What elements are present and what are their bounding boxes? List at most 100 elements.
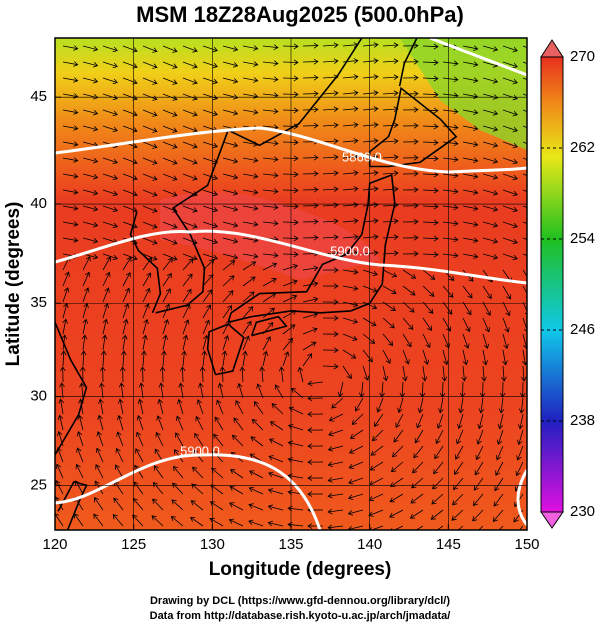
wind-arrow <box>182 173 198 181</box>
wind-arrow <box>402 42 419 49</box>
wind-arrow <box>190 500 204 511</box>
wind-arrow <box>222 109 239 116</box>
wind-arrow <box>452 493 464 506</box>
wind-arrow <box>217 382 224 399</box>
wind-arrow <box>462 221 479 227</box>
wind-arrow <box>442 285 454 298</box>
wind-arrow <box>182 205 198 213</box>
wind-arrow <box>482 189 499 196</box>
wind-arrow <box>102 287 110 303</box>
wind-arrow <box>242 335 250 351</box>
wind-arrow <box>457 413 464 430</box>
plot-area: 5860.0 5900.0 5900.0 <box>55 38 527 530</box>
wind-arrow <box>497 413 504 430</box>
wind-arrow <box>122 205 138 213</box>
wind-arrow <box>182 221 198 229</box>
wind-arrow <box>422 91 439 98</box>
wind-arrow <box>441 365 448 382</box>
wind-arrow <box>502 141 518 149</box>
x-tick-label: 120 <box>42 536 67 553</box>
wind-arrow <box>282 187 299 194</box>
wind-arrow <box>268 438 284 447</box>
x-tick-label: 125 <box>121 536 146 553</box>
contour-line <box>429 38 527 77</box>
wind-arrow <box>171 499 184 511</box>
wind-arrow <box>162 45 178 53</box>
wind-arrow <box>100 350 107 367</box>
x-tick-label: 130 <box>200 536 225 553</box>
wind-arrow <box>358 381 365 398</box>
wind-arrow <box>262 188 279 195</box>
wind-arrow <box>362 186 379 192</box>
wind-arrow <box>302 296 319 303</box>
wind-arrow <box>242 157 259 163</box>
wind-arrow <box>342 349 357 359</box>
wind-arrow <box>348 477 364 485</box>
wind-arrow <box>222 260 236 271</box>
wind-arrow <box>307 475 324 481</box>
wind-arrow <box>409 509 424 519</box>
wind-arrow <box>322 170 339 176</box>
wind-arrow <box>342 122 359 128</box>
wind-arrow <box>382 269 398 278</box>
wind-arrow <box>219 366 226 383</box>
wind-arrow <box>522 77 527 80</box>
wind-arrow <box>502 77 518 85</box>
wind-arrow <box>242 205 259 211</box>
wind-arrow <box>182 93 198 101</box>
y-axis-label: Latitude (degrees) <box>3 202 24 367</box>
wind-arrow <box>242 306 254 319</box>
wind-arrow <box>382 170 399 177</box>
wind-arrow <box>162 157 178 165</box>
wind-arrow <box>271 403 284 415</box>
wind-arrow <box>402 106 419 113</box>
wind-arrow <box>438 397 444 414</box>
wind-arrow <box>101 334 108 351</box>
wind-arrow <box>79 366 86 383</box>
coastline <box>55 321 88 457</box>
wind-arrow <box>162 237 178 245</box>
wind-arrow <box>421 365 428 382</box>
wind-arrow <box>462 285 473 299</box>
wind-arrow <box>138 382 145 399</box>
wind-arrow <box>498 525 504 530</box>
wind-arrow <box>522 141 527 144</box>
colorbar-ticks: 230 238 246 254 262 270 <box>541 48 595 520</box>
wind-arrow <box>522 253 527 256</box>
wind-arrow <box>369 461 384 471</box>
wind-arrow <box>502 125 518 133</box>
wind-arrow <box>142 221 158 229</box>
colorbar-min-arrow <box>540 511 564 529</box>
wind-arrow <box>462 333 470 349</box>
wind-arrow <box>82 221 99 228</box>
wind-arrow <box>302 90 319 97</box>
wind-arrow <box>382 365 389 382</box>
wind-arrow <box>122 45 138 53</box>
y-tick-label: 35 <box>30 294 47 311</box>
wind-arrow <box>342 333 358 341</box>
wind-arrow <box>159 366 166 383</box>
wind-arrow <box>98 398 104 415</box>
wind-arrow <box>322 347 339 354</box>
wind-arrow <box>422 59 439 66</box>
wind-arrow <box>118 382 125 399</box>
wind-arrow <box>362 106 379 112</box>
wind-arrow <box>242 291 255 303</box>
wind-arrow <box>162 221 178 229</box>
wind-arrow <box>230 469 244 479</box>
wind-arrow <box>267 488 284 495</box>
wind-arrow <box>97 414 104 431</box>
wind-arrow <box>182 45 198 53</box>
contour-line <box>55 126 527 174</box>
wind-arrow <box>462 125 479 131</box>
wind-arrow <box>182 125 198 133</box>
wind-arrow <box>402 138 419 145</box>
wind-arrow <box>175 432 184 447</box>
wind-arrow <box>262 156 279 163</box>
wind-arrow <box>422 219 439 226</box>
colorbar-tick-label: 230 <box>570 503 595 520</box>
wind-arrow <box>102 45 118 53</box>
wind-arrow <box>382 58 399 65</box>
wind-arrow <box>347 509 364 516</box>
wind-arrow <box>142 109 158 117</box>
